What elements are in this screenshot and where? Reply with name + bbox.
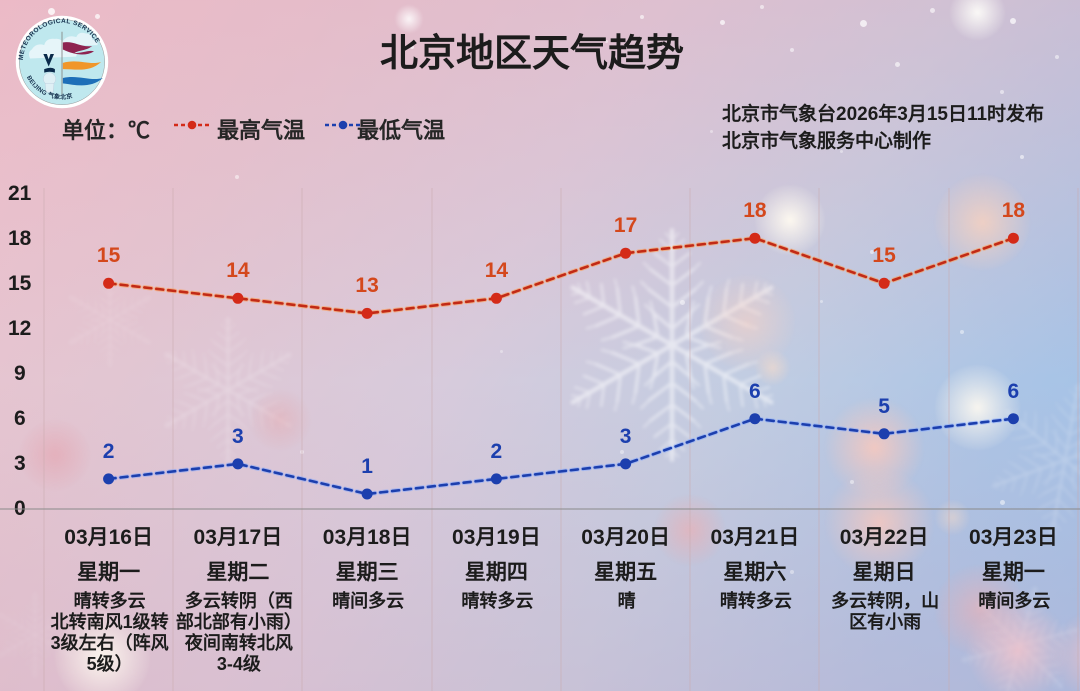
- svg-text:14: 14: [226, 259, 250, 282]
- svg-text:13: 13: [355, 274, 378, 297]
- svg-text:2: 2: [491, 440, 503, 463]
- svg-text:6: 6: [749, 380, 761, 403]
- svg-text:3: 3: [232, 425, 244, 448]
- svg-text:18: 18: [1002, 199, 1026, 222]
- svg-text:2: 2: [103, 440, 115, 463]
- svg-text:15: 15: [97, 244, 121, 267]
- svg-text:17: 17: [614, 214, 637, 237]
- svg-text:1: 1: [361, 455, 373, 478]
- svg-text:6: 6: [1008, 380, 1020, 403]
- svg-text:14: 14: [485, 259, 509, 282]
- svg-text:15: 15: [872, 244, 896, 267]
- svg-text:5: 5: [878, 395, 890, 418]
- svg-text:3: 3: [620, 425, 632, 448]
- svg-text:18: 18: [743, 199, 767, 222]
